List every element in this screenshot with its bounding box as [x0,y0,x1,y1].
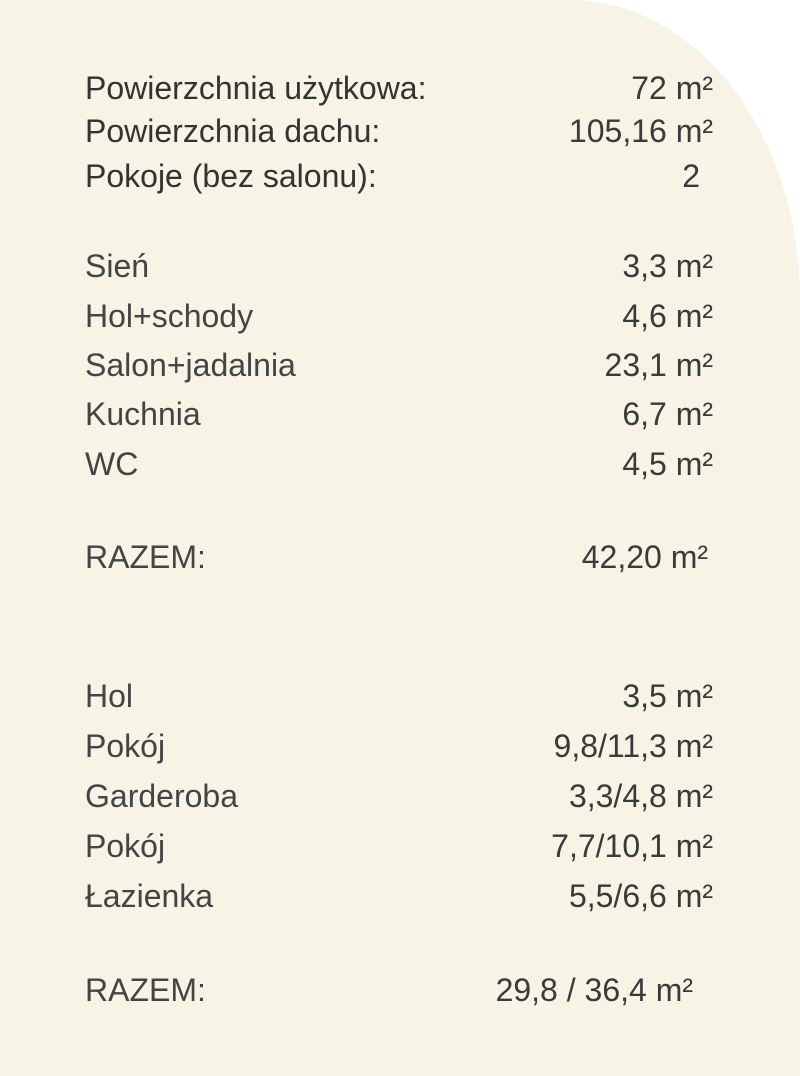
room-row: Garderoba 3,3/4,8 m² [85,776,713,816]
room-row: Łazienka 5,5/6,6 m² [85,876,713,916]
room-name: Kuchnia [85,396,201,432]
room-area: 23,1 m² [604,347,713,383]
room-row: Hol 3,5 m² [85,676,713,716]
room-row: WC 4,5 m² [85,444,713,484]
room-name: WC [85,446,139,482]
label: Pokoje (bez salonu): [85,158,377,194]
total-label: RAZEM: [85,972,206,1008]
room-area: 9,8/11,3 m² [553,728,713,764]
label: Powierzchnia użytkowa: [85,70,427,106]
summary-row-rooms: Pokoje (bez salonu): 2 [85,156,713,196]
label: Powierzchnia dachu: [85,113,381,149]
room-row: Hol+schody 4,6 m² [85,296,713,336]
room-name: Sień [85,248,150,284]
room-row: Pokój 9,8/11,3 m² [85,726,713,766]
total-value: 29,8 / 36,4 m² [495,972,693,1008]
room-row: Kuchnia 6,7 m² [85,394,713,434]
room-area: 4,6 m² [622,298,713,334]
room-name: Garderoba [85,778,238,814]
room-area: 3,3/4,8 m² [568,778,713,814]
room-name: Pokój [85,728,166,764]
room-row: Salon+jadalnia 23,1 m² [85,345,713,385]
upper-floor-total-row: RAZEM: 29,8 / 36,4 m² [85,970,713,1010]
room-area: 3,5 m² [622,678,713,714]
total-label: RAZEM: [85,539,206,575]
ground-floor-total-row: RAZEM: 42,20 m² [85,537,713,577]
total-value: 42,20 m² [581,539,708,575]
room-row: Pokój 7,7/10,1 m² [85,826,713,866]
value: 2 [682,158,700,194]
room-name: Hol+schody [85,298,254,334]
summary-row-roof-area: Powierzchnia dachu: 105,16 m² [85,111,713,151]
room-area: 3,3 m² [622,248,713,284]
room-area: 4,5 m² [622,446,713,482]
room-area: 7,7/10,1 m² [551,828,713,864]
value: 72 m² [631,70,713,106]
room-row: Sień 3,3 m² [85,246,713,286]
room-name: Salon+jadalnia [85,347,296,383]
room-area: 6,7 m² [622,396,713,432]
room-area: 5,5/6,6 m² [568,878,713,914]
room-name: Pokój [85,828,166,864]
summary-row-usable-area: Powierzchnia użytkowa: 72 m² [85,68,713,108]
room-name: Łazienka [85,878,214,914]
value: 105,16 m² [568,113,713,149]
room-name: Hol [85,678,134,714]
